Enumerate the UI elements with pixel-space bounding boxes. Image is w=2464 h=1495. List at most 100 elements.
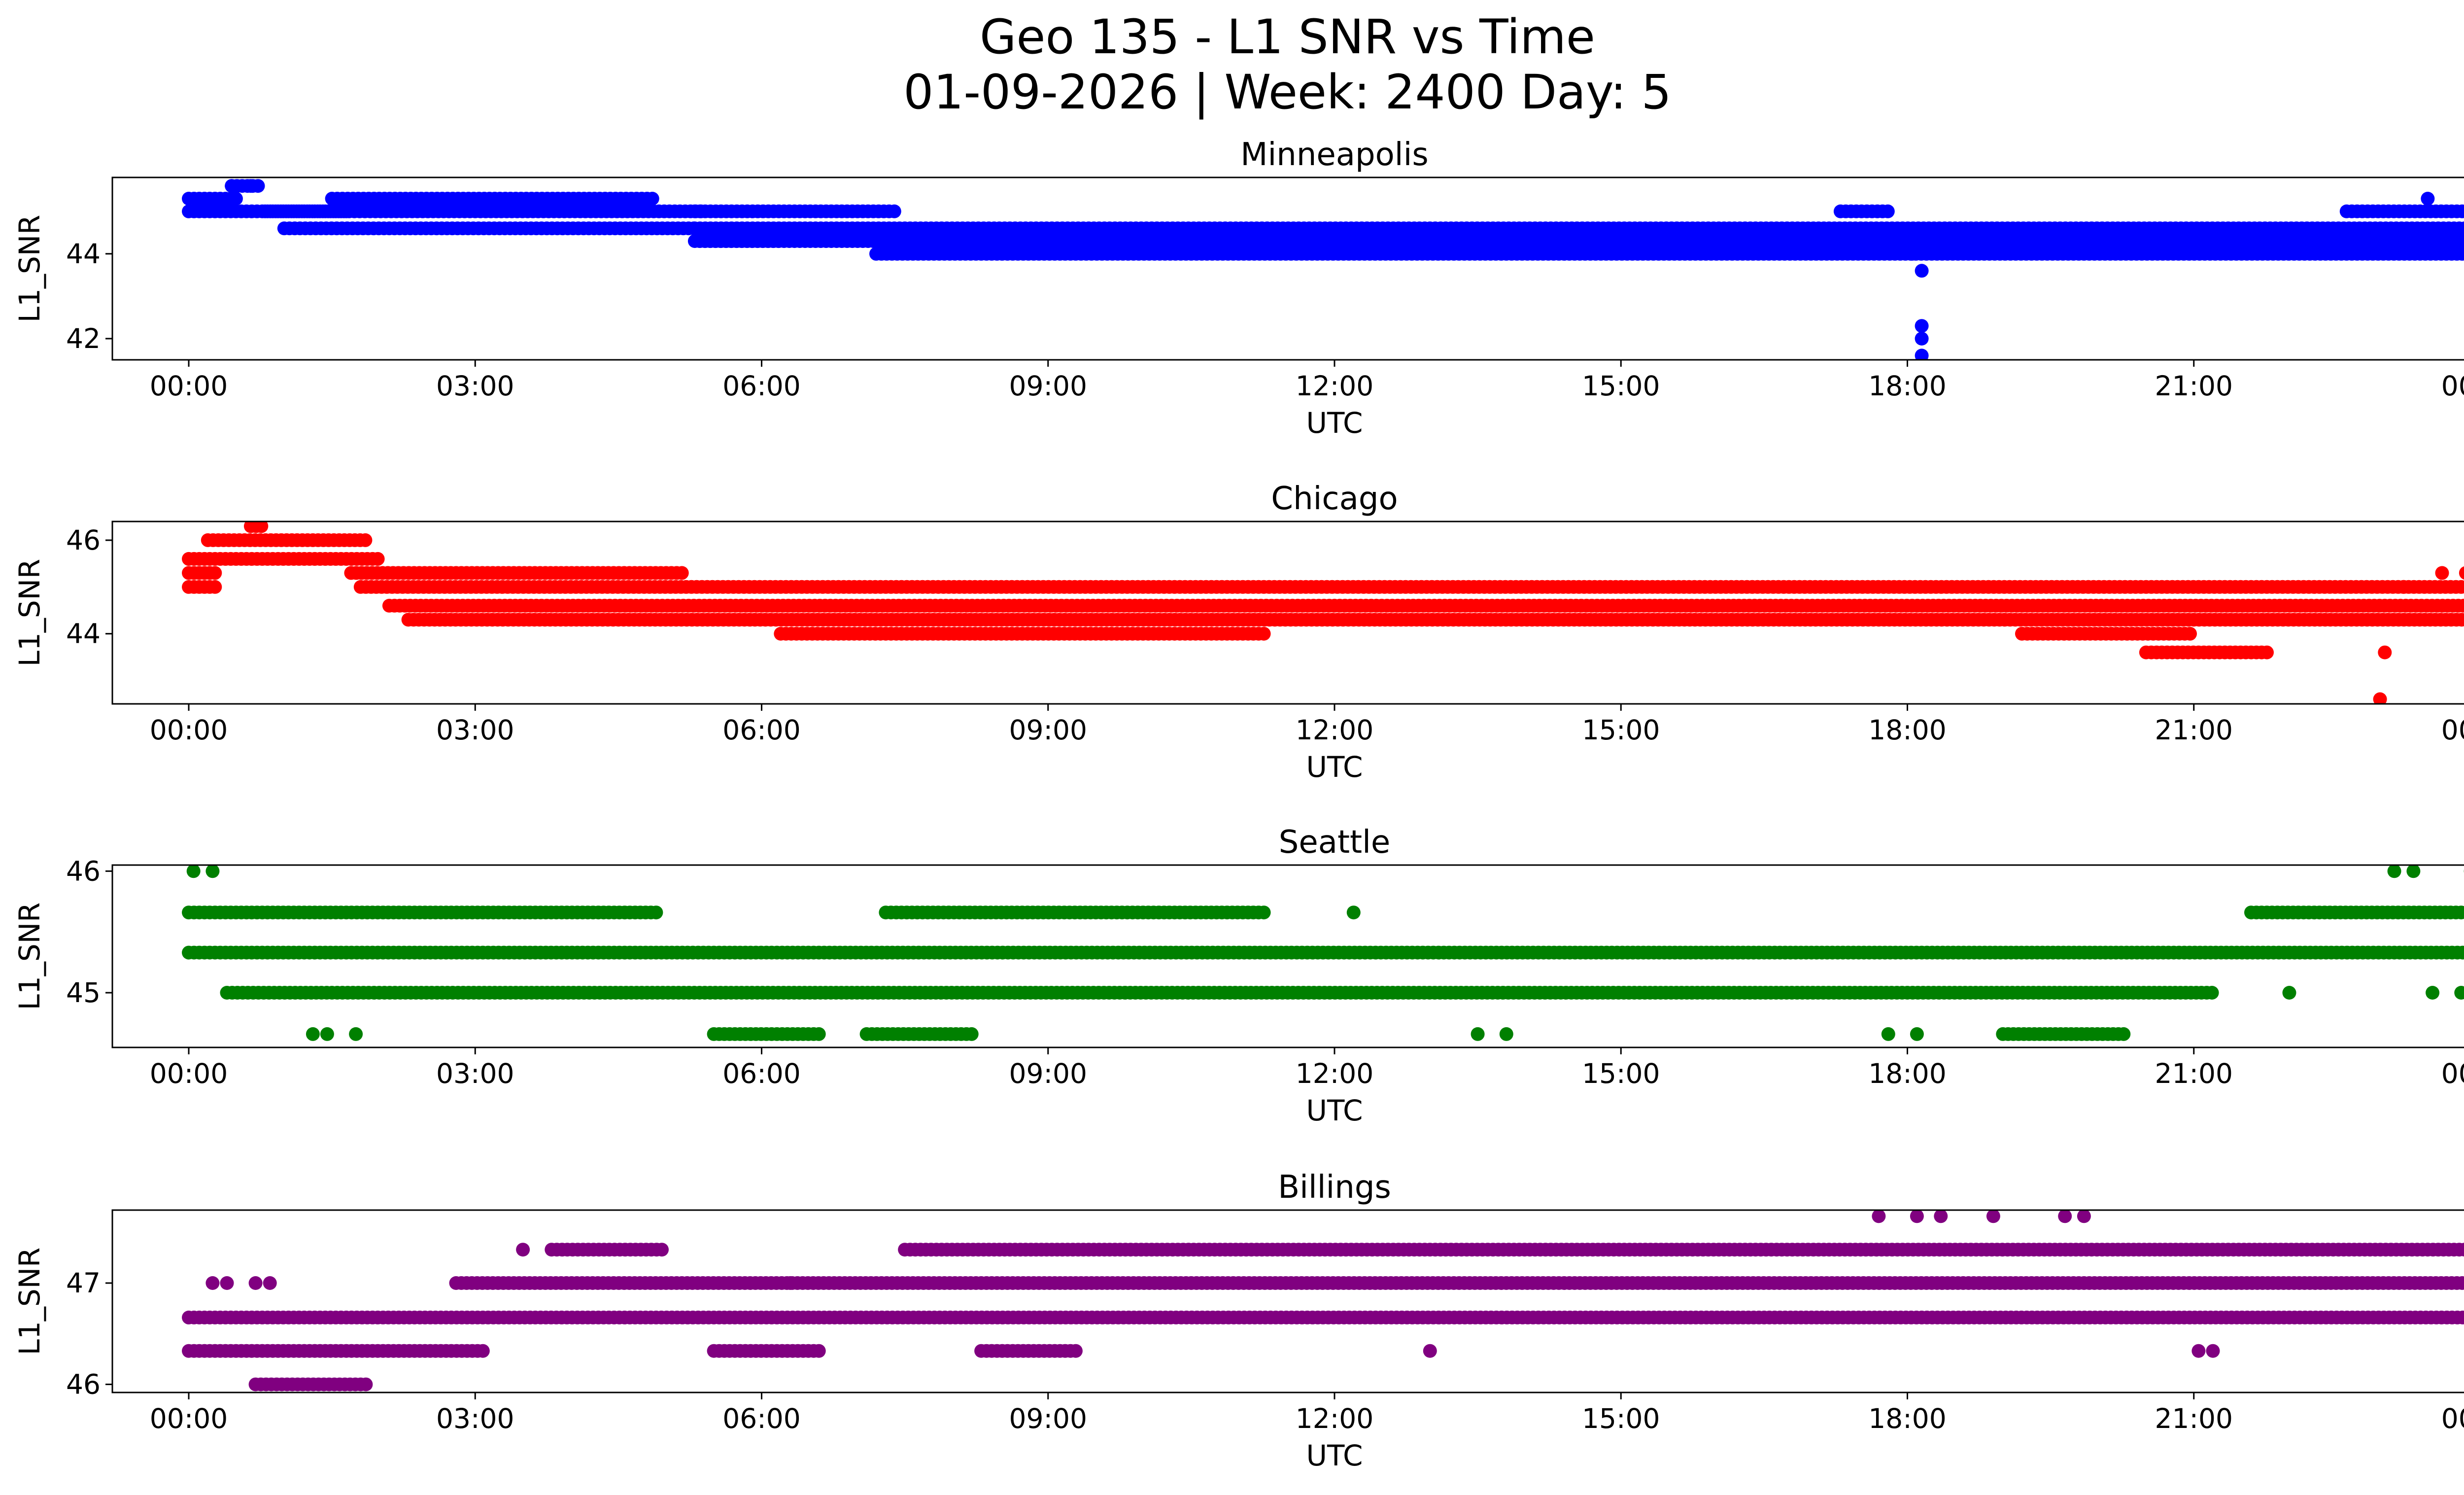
x-tick-label: 15:00 [1582,1058,1660,1089]
x-tick-label: 18:00 [1868,370,1947,402]
x-tick-label: 21:00 [2155,714,2233,746]
data-point [1915,319,1929,333]
x-tick-label: 03:00 [436,370,514,402]
data-point [225,179,239,193]
data-point [2460,205,2464,218]
data-point [186,865,201,878]
x-axis-label: UTC [1306,406,1363,440]
data-point [476,1344,490,1358]
data-point [2406,865,2421,878]
data-point [2457,598,2464,613]
x-tick-label: 12:00 [1296,714,1374,746]
data-point [2459,580,2464,593]
data-point [1915,348,1929,360]
subplot-title: Chicago [1271,481,1398,517]
figure-title-line-1: Geo 135 - L1 SNR vs Time [980,9,1595,65]
data-point [2461,1312,2464,1323]
data-point [1915,332,1929,346]
data-point [2463,224,2464,232]
x-tick-label: 06:00 [722,714,801,746]
data-point [1257,905,1271,920]
data-point [1346,905,1361,920]
subplot-minneapolis: Minneapolis 00:00 03:00 06:00 09:00 12:00 15:0… [13,137,2464,440]
x-tick-label: 00:00 [2441,370,2464,402]
x-tick-label: 18:00 [1868,714,1947,746]
data-point [229,192,243,206]
y-tick-label: 46 [66,524,101,556]
data-point [2397,580,2411,594]
x-tick-label: 00:00 [150,714,228,746]
y-axis-label: L1_SNR [13,903,46,1010]
y-tick-label: 44 [66,618,101,650]
data-point [964,1027,979,1041]
data-point [2458,221,2464,236]
x-tick-label: 15:00 [1582,370,1660,402]
y-tick-label: 44 [66,238,101,270]
data-point [320,1027,334,1041]
data-point [2368,234,2382,248]
data-points [182,522,2464,704]
y-tick-label: 42 [66,323,101,354]
data-point [1910,1027,1924,1041]
data-points [182,865,2464,1041]
x-tick-label: 12:00 [1296,370,1374,402]
data-point [649,905,663,920]
data-point [1257,626,1271,641]
x-tick-label: 18:00 [1868,1058,1947,1089]
y-axis-label: L1_SNR [13,215,46,323]
data-point [2454,986,2464,1000]
x-tick-label: 00:00 [2441,1058,2464,1089]
data-point [2463,237,2464,245]
data-point [371,552,385,566]
data-point [205,865,220,878]
data-point [358,533,373,547]
x-tick-label: 09:00 [1009,370,1087,402]
data-point [349,1027,363,1041]
x-tick-label: 06:00 [722,1058,801,1089]
data-points [182,1210,2464,1391]
data-point [2411,234,2426,248]
data-point [812,1027,826,1041]
data-point [2282,986,2296,1000]
subplot-title: Minneapolis [1240,137,1428,173]
y-tick-label: 45 [66,977,101,1008]
data-point [675,566,689,580]
data-point [1499,1027,1513,1041]
data-point [1881,1027,1895,1041]
data-point [2183,626,2197,641]
x-tick-label: 15:00 [1582,714,1660,746]
x-tick-label: 21:00 [2155,1058,2233,1089]
data-point [2378,645,2392,660]
data-point [2460,613,2464,626]
data-point [2435,566,2449,580]
x-tick-label: 06:00 [722,370,801,402]
figure-title-line-2: 01-09-2026 | Week: 2400 Day: 5 [903,65,1672,120]
data-point [208,580,222,594]
subplot-seattle: Seattle 00:00 03:00 06:00 09:00 12:00 15:00 18:… [13,824,2464,1127]
data-point [2260,645,2274,660]
x-tick-label: 09:00 [1009,1058,1087,1089]
data-point [254,522,269,533]
x-axis-label: UTC [1306,1094,1363,1127]
data-point [2373,692,2387,704]
axes-frame [111,521,2464,705]
x-tick-label: 00:00 [150,370,228,402]
y-axis-label: L1_SNR [13,559,46,667]
x-tick-label: 03:00 [436,1058,514,1089]
subplot-title: Seattle [1279,824,1391,861]
data-point [2462,600,2464,611]
data-point [208,566,222,580]
x-tick-label: 00:00 [150,1058,228,1089]
data-point [2461,946,2464,959]
x-tick-label: 12:00 [1296,1058,1374,1089]
data-point [2421,192,2435,206]
x-tick-label: 21:00 [2155,370,2233,402]
data-point [2459,566,2464,580]
data-point [887,204,901,218]
data-point [2387,865,2401,878]
data-point [2426,986,2440,1000]
data-point [1881,204,1895,218]
